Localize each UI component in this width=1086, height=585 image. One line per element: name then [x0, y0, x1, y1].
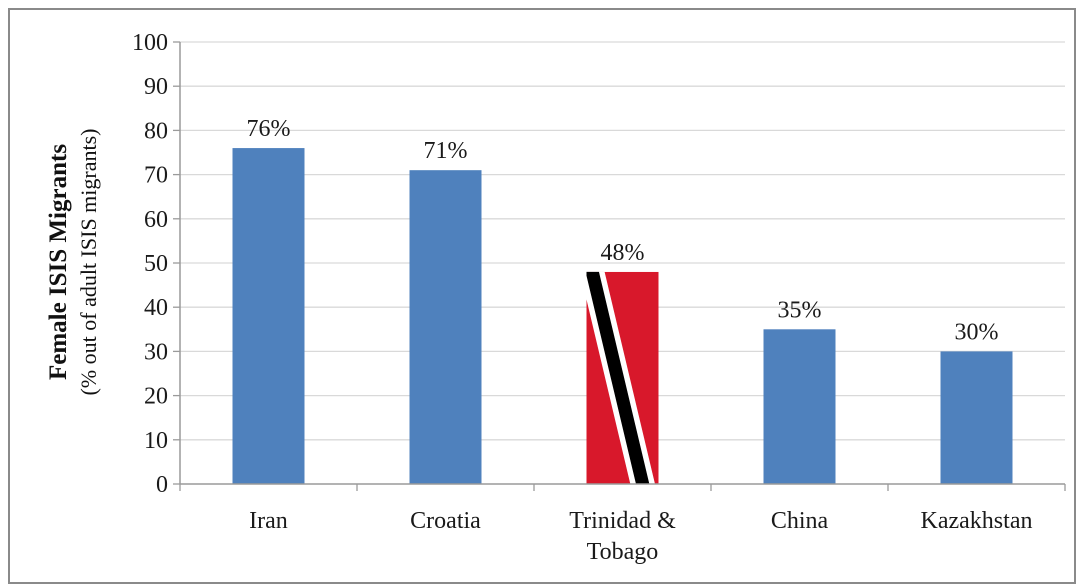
y-tick-labels: 0 10 20 30 40 50 60 70 80 90 100 [132, 30, 168, 498]
flag-black-stripe [586, 271, 650, 484]
y-tick-label-20: 20 [144, 384, 168, 410]
y-tick-label-80: 80 [144, 118, 168, 144]
data-label-iran: 76% [247, 116, 291, 142]
x-tick-label-china: China [771, 508, 829, 534]
bar-croatia [409, 170, 482, 484]
axes [173, 41, 1066, 491]
data-label-kazakhstan: 30% [955, 319, 999, 345]
bar-china [763, 329, 836, 484]
data-label-croatia: 71% [424, 138, 468, 164]
y-tick-label-10: 10 [144, 428, 168, 454]
y-tick-label-40: 40 [144, 295, 168, 321]
y-axis-title: Female ISIS Migrants [45, 144, 72, 380]
bar-kazakhstan [940, 351, 1013, 484]
bars [232, 148, 1013, 484]
bar-iran [232, 148, 305, 484]
y-axis-subtitle: (% out of adult ISIS migrants) [76, 128, 101, 395]
data-labels: 76% 71% 48% 35% 30% [247, 116, 999, 345]
data-label-trinidad-tobago: 48% [601, 240, 645, 266]
chart-frame [8, 8, 1076, 584]
gridlines [180, 41, 1065, 441]
bar-trinidad-tobago [586, 271, 659, 484]
x-tick-labels: Iran Croatia Trinidad & Tobago China Kazakhst… [249, 508, 1032, 565]
y-tick-label-0: 0 [156, 472, 168, 498]
x-tick-label-iran: Iran [249, 508, 288, 534]
y-tick-label-70: 70 [144, 163, 168, 189]
data-label-china: 35% [778, 297, 822, 323]
y-tick-label-50: 50 [144, 251, 168, 277]
y-tick-label-30: 30 [144, 339, 168, 365]
x-tick-label-trinidad-tobago: Trinidad & Tobago [569, 508, 676, 565]
x-tick-label-croatia: Croatia [410, 508, 481, 534]
y-tick-label-100: 100 [132, 30, 168, 56]
x-tick-label-kazakhstan: Kazakhstan [921, 508, 1033, 534]
y-tick-label-60: 60 [144, 207, 168, 233]
y-tick-label-90: 90 [144, 74, 168, 100]
